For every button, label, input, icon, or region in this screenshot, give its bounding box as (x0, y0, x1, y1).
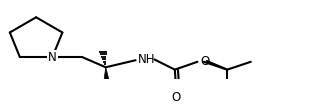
Text: NH: NH (138, 53, 155, 66)
Polygon shape (102, 67, 112, 93)
Text: N: N (48, 51, 57, 64)
Text: O: O (172, 91, 181, 104)
Text: O: O (201, 54, 210, 67)
